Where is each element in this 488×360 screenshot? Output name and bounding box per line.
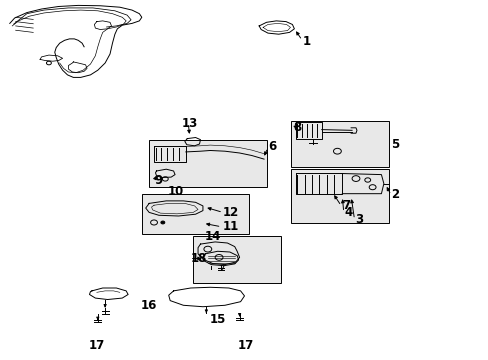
Text: 3: 3 bbox=[355, 213, 363, 226]
Text: 18: 18 bbox=[190, 252, 206, 265]
Text: 1: 1 bbox=[303, 35, 311, 48]
Bar bbox=[193, 236, 281, 283]
Text: 7: 7 bbox=[342, 199, 350, 212]
Text: 2: 2 bbox=[390, 188, 399, 201]
Bar bbox=[290, 121, 388, 167]
Text: 4: 4 bbox=[344, 206, 352, 219]
Text: 13: 13 bbox=[182, 117, 198, 130]
Text: 6: 6 bbox=[267, 140, 276, 153]
Bar bbox=[149, 140, 266, 187]
Text: 12: 12 bbox=[222, 206, 238, 219]
Text: 14: 14 bbox=[204, 230, 221, 243]
Text: 15: 15 bbox=[209, 313, 225, 326]
Circle shape bbox=[161, 221, 164, 224]
Text: 10: 10 bbox=[167, 185, 184, 198]
Text: 11: 11 bbox=[222, 220, 238, 233]
Text: 5: 5 bbox=[390, 138, 399, 150]
Text: 8: 8 bbox=[293, 121, 301, 134]
Text: 16: 16 bbox=[141, 299, 157, 312]
Bar bbox=[290, 169, 388, 223]
Text: 9: 9 bbox=[154, 174, 163, 186]
Text: 17: 17 bbox=[237, 339, 253, 352]
Bar bbox=[142, 194, 249, 234]
Text: 17: 17 bbox=[88, 339, 105, 352]
